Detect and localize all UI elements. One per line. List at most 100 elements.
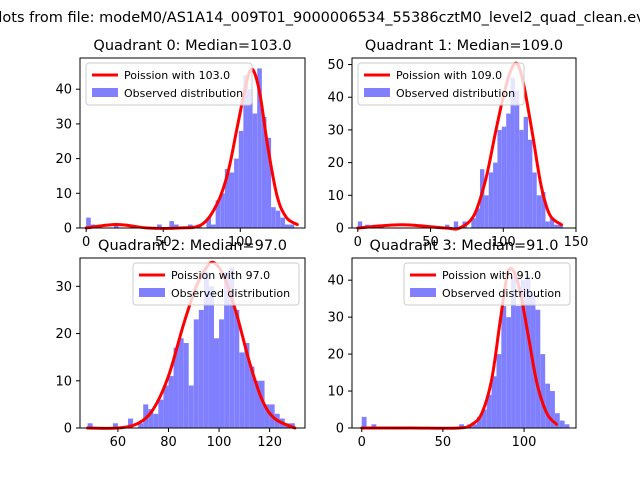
- histogram-bar: [523, 116, 528, 228]
- histogram-bar: [229, 267, 235, 428]
- histogram-bar: [203, 272, 209, 428]
- histogram-bar: [138, 423, 144, 428]
- histogram-bar: [475, 208, 480, 228]
- histogram-bar: [169, 221, 175, 228]
- legend-curve-label: Poission with 109.0: [396, 69, 502, 82]
- histogram-bar: [371, 424, 377, 428]
- subplot-0: 0 50 100 0 10 20 30 40 Poission with 103.0 Observ…: [55, 38, 306, 250]
- histogram-bar: [545, 383, 551, 428]
- y-tick-label: 40: [327, 91, 344, 106]
- histogram-bar: [280, 217, 285, 228]
- histogram-bar: [257, 68, 262, 228]
- legend-box: [403, 262, 571, 306]
- axes-frame: [351, 57, 577, 229]
- histogram-bar: [476, 416, 482, 428]
- legend: Poission with 103.0 Observed distribution: [85, 62, 253, 106]
- histogram-bar: [234, 158, 239, 228]
- histogram-bar: [252, 113, 258, 228]
- x-tick-label: 50: [155, 235, 172, 250]
- histogram-bar: [206, 217, 211, 228]
- histogram-bar: [501, 306, 507, 428]
- histogram-bar: [87, 423, 93, 428]
- histogram-bar: [239, 352, 245, 428]
- x-tick-label: 100: [491, 235, 516, 250]
- subplot-title: Quadrant 1: Median=109.0: [365, 38, 563, 54]
- x-tick-label: 50: [422, 235, 439, 250]
- y-tick-label: 30: [327, 123, 344, 138]
- histogram-bar: [486, 394, 492, 428]
- histogram-bar: [188, 385, 194, 428]
- y-tick-label: 10: [327, 385, 344, 400]
- subplot-3: 0 50 100 0 10 20 30 40 Poission with 91.0 Observe…: [327, 238, 577, 450]
- axes-frame: [79, 257, 306, 429]
- y-tick-label: 20: [55, 327, 72, 342]
- histogram-bar: [264, 404, 270, 428]
- histogram-bar: [520, 280, 526, 428]
- histogram-bar: [219, 319, 225, 428]
- histogram-bar: [174, 224, 179, 228]
- histogram-bar: [519, 129, 524, 228]
- histogram-bar: [220, 193, 225, 228]
- x-tick-label: 0: [82, 235, 90, 250]
- y-tick-label: 0: [64, 222, 72, 237]
- histogram-bar: [178, 338, 184, 428]
- y-tick-label: 30: [55, 280, 72, 295]
- legend-box: [132, 262, 300, 306]
- legend-hist-label: Observed distribution: [171, 287, 290, 300]
- y-tick-label: 0: [336, 222, 344, 237]
- histogram-bar: [247, 89, 253, 228]
- histogram-bar: [148, 409, 154, 428]
- x-tick-label: 60: [110, 435, 127, 450]
- histogram-bar: [357, 221, 363, 228]
- histogram-bar: [564, 424, 570, 428]
- histogram-bar: [541, 192, 546, 228]
- x-tick-label: 100: [512, 435, 537, 450]
- histogram-bar: [496, 354, 502, 428]
- legend-curve-label: Poission with 91.0: [442, 269, 541, 282]
- histogram-bar: [535, 309, 541, 428]
- histogram-bar: [173, 347, 179, 428]
- y-tick-label: 30: [55, 117, 72, 132]
- histogram-bar: [210, 224, 216, 228]
- histogram-bar: [271, 207, 276, 228]
- y-tick-label: 20: [327, 156, 344, 171]
- axes-frame: [79, 57, 306, 229]
- y-tick-label: 20: [55, 152, 72, 167]
- histogram-bar: [198, 309, 204, 428]
- y-tick-label: 10: [55, 374, 72, 389]
- histogram-bar: [158, 399, 164, 428]
- histogram-bar: [224, 169, 230, 228]
- histogram-bar: [128, 418, 134, 428]
- histogram-bar: [215, 200, 221, 228]
- histogram-bar: [491, 376, 497, 428]
- histogram-bar: [193, 319, 199, 428]
- histogram-bar: [168, 376, 174, 428]
- x-tick-label: 100: [207, 435, 232, 450]
- histogram-bar: [112, 423, 118, 428]
- histogram-bar: [453, 221, 459, 228]
- histogram-bar: [506, 113, 511, 228]
- x-tick-label: 150: [564, 235, 589, 250]
- x-tick-label: 120: [257, 435, 282, 450]
- histogram-bar: [254, 380, 260, 428]
- legend-hist-label: Observed distribution: [124, 87, 243, 100]
- histogram-bar: [506, 317, 512, 428]
- histogram-bar: [289, 224, 295, 228]
- histogram-bar: [86, 217, 91, 228]
- histogram-bar: [459, 424, 464, 428]
- y-tick-label: 50: [327, 58, 344, 73]
- histogram-bar: [229, 172, 235, 228]
- legend-hist-swatch: [364, 88, 390, 97]
- histogram-bar: [488, 172, 494, 228]
- legend-hist-swatch: [139, 288, 165, 297]
- histogram-bar: [545, 221, 550, 228]
- histogram-bar: [497, 129, 502, 228]
- histogram-bar: [361, 416, 367, 428]
- histogram-bar: [549, 218, 555, 228]
- legend-hist-swatch: [92, 88, 118, 97]
- legend: Poission with 97.0 Observed distribution: [132, 262, 300, 306]
- histogram-bar: [208, 286, 214, 428]
- x-tick-label: 50: [435, 435, 452, 450]
